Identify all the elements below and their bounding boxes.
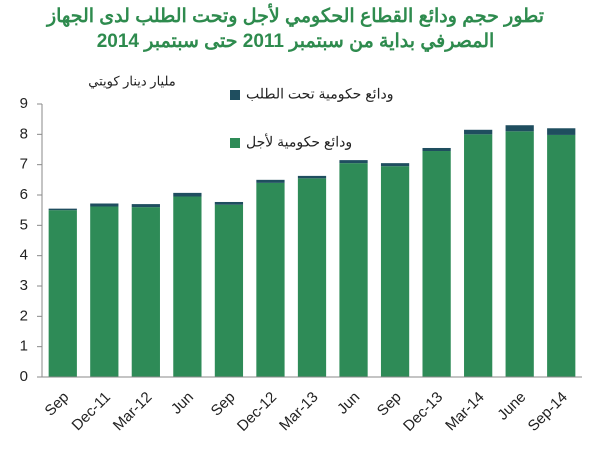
x-tick-label: Sep-14 xyxy=(525,389,571,435)
legend-swatch xyxy=(230,138,240,148)
x-tick-label: Jun xyxy=(168,389,197,418)
bar-segment xyxy=(256,179,285,183)
y-tick-label: 9 xyxy=(20,95,28,112)
y-tick-label: 1 xyxy=(20,338,28,355)
bar-segment xyxy=(173,196,202,377)
y-tick-label: 3 xyxy=(20,277,28,294)
x-tick-label: Dec-12 xyxy=(234,389,280,435)
y-tick-label: 8 xyxy=(20,125,28,142)
bar-segment xyxy=(422,147,451,152)
x-tick-label: June xyxy=(494,389,529,424)
y-tick-label: 4 xyxy=(20,247,28,264)
y-tick-label: 0 xyxy=(20,368,28,385)
bar-segment xyxy=(90,206,119,377)
y-tick-label: 7 xyxy=(20,156,28,173)
bar-segment xyxy=(547,134,576,377)
bar-segment xyxy=(297,175,327,179)
bar-segment xyxy=(422,151,451,377)
x-tick-label: Mar-14 xyxy=(442,389,488,435)
bar-segment xyxy=(214,204,244,377)
bar-segment xyxy=(256,182,285,377)
bar-segment xyxy=(131,204,160,208)
bar-segment xyxy=(131,207,160,377)
x-tick-label: Sep xyxy=(374,389,405,420)
bar-segment xyxy=(464,129,493,135)
bar-segment xyxy=(214,201,244,205)
bar-segment xyxy=(339,160,368,164)
y-tick-label: 6 xyxy=(20,186,28,203)
x-tick-label: Dec-13 xyxy=(400,389,446,435)
bar-segment xyxy=(505,125,534,132)
legend-label: ودائع حكومية لأجل xyxy=(246,133,352,151)
bar-segment xyxy=(48,210,77,377)
x-tick-label: Jun xyxy=(334,389,363,418)
bar-segment xyxy=(505,131,534,377)
x-tick-label: Mar-12 xyxy=(110,389,156,435)
bar-segment xyxy=(464,134,493,377)
bar-segment xyxy=(173,192,202,197)
bar-segment xyxy=(90,203,119,207)
x-tick-label: Sep xyxy=(208,389,239,420)
bar-segment xyxy=(48,208,77,211)
legend-label: ودائع حكومية تحت الطلب xyxy=(246,86,393,103)
bar-segment xyxy=(297,178,327,377)
bar-segment xyxy=(380,166,410,377)
bar-segment xyxy=(380,163,410,167)
y-tick-label: 2 xyxy=(20,307,28,324)
y-tick-label: 5 xyxy=(20,216,28,233)
legend-swatch xyxy=(230,90,240,100)
x-tick-label: Sep xyxy=(42,389,73,420)
x-tick-label: Dec-11 xyxy=(69,389,114,434)
bar-segment xyxy=(339,163,368,377)
chart-title: تطور حجم ودائع القطاع الحكومي لأجل وتحت … xyxy=(46,6,545,52)
x-tick-label: Mar-13 xyxy=(276,389,322,435)
y-axis-label: مليار دينار كويتي xyxy=(88,73,176,89)
bar-segment xyxy=(547,128,576,135)
